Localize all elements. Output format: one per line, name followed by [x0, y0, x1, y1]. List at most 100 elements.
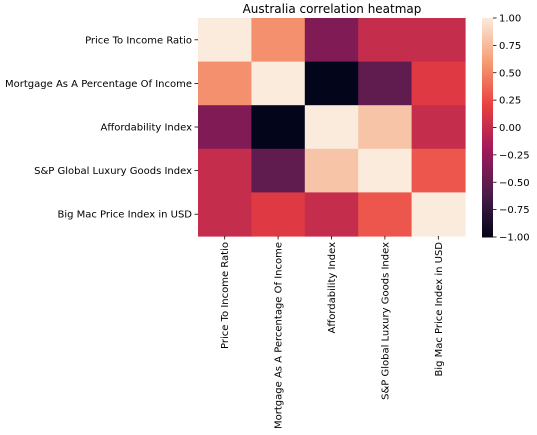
colorbar-segment — [482, 222, 493, 225]
colorbar-tick-label: 1.00 — [499, 14, 521, 25]
heatmap-cell — [411, 192, 466, 237]
colorbar-segment — [482, 154, 493, 158]
colorbar-segment — [482, 131, 493, 134]
colorbar-segment — [482, 153, 493, 156]
colorbar-segment — [482, 80, 493, 83]
colorbar-segment — [482, 204, 493, 207]
heatmap-cell — [198, 18, 252, 63]
column-tick-label: Affordability Index — [327, 242, 338, 334]
heatmap-cell — [251, 148, 306, 193]
colorbar-tick-label: 0.75 — [499, 41, 521, 52]
chart-title: Australia correlation heatmap — [243, 2, 422, 16]
colorbar-segment — [482, 43, 493, 46]
colorbar-segment — [482, 129, 493, 132]
colorbar-segment — [482, 89, 493, 92]
colorbar-segment — [482, 58, 493, 61]
heatmap-cell — [198, 105, 252, 150]
heatmap-cell — [251, 192, 306, 237]
colorbar-segment — [482, 125, 493, 128]
colorbar-segment — [482, 72, 493, 76]
colorbar-tick-label: 0.50 — [499, 68, 521, 79]
colorbar-segment — [482, 28, 493, 32]
colorbar-segment — [482, 94, 493, 97]
colorbar-tick-label: 0.25 — [499, 96, 521, 107]
colorbar-segment — [482, 205, 493, 209]
colorbar-segment — [482, 138, 493, 141]
colorbar-segment — [482, 174, 493, 178]
colorbar-segment — [482, 112, 493, 116]
colorbar-segment — [482, 191, 493, 194]
colorbar-segment — [482, 101, 493, 105]
row-tick-labels: Price To Income Ratio Mortgage As A Perce… — [5, 35, 198, 221]
colorbar-segment — [482, 207, 493, 211]
colorbar-segment — [482, 209, 493, 212]
colorbar-segment — [482, 165, 493, 169]
colorbar-segment — [482, 47, 493, 50]
colorbar-segment — [482, 52, 493, 55]
colorbar-segment — [482, 169, 493, 172]
colorbar-tick-label: 0.00 — [499, 123, 521, 134]
row-tick-label: Mortgage As A Percentage Of Income — [5, 79, 192, 90]
colorbar-segment — [482, 70, 493, 74]
row-tick-label: Affordability Index — [101, 123, 193, 134]
colorbar-segment — [482, 185, 493, 189]
heatmap-cell — [358, 18, 413, 63]
heatmap-cell — [304, 192, 359, 237]
column-tick-label: Mortgage As A Percentage Of Income — [274, 242, 285, 429]
row-tick-label: Price To Income Ratio — [85, 35, 192, 46]
colorbar-segment — [482, 81, 493, 85]
colorbar-segment — [482, 218, 493, 222]
colorbar-segment — [482, 109, 493, 112]
colorbar-segment — [482, 220, 493, 223]
heatmap-cell — [304, 148, 359, 193]
colorbar-segment — [482, 111, 493, 114]
colorbar-segment — [482, 156, 493, 160]
colorbar-segment — [482, 215, 493, 218]
colorbar-segment — [482, 142, 493, 145]
heatmap-cell — [411, 105, 466, 150]
colorbar-segment — [482, 147, 493, 150]
heatmap-cell — [251, 61, 306, 106]
colorbar-segment — [482, 87, 493, 90]
colorbar-segment — [482, 132, 493, 136]
colorbar-segment — [482, 189, 493, 192]
colorbar-segment — [482, 235, 493, 238]
heatmap-cell — [358, 105, 413, 150]
colorbar-segment — [482, 180, 493, 183]
colorbar-tick-label: −0.50 — [499, 178, 530, 189]
colorbar-segment — [482, 91, 493, 94]
colorbar-segment — [482, 231, 493, 234]
colorbar-segment — [482, 41, 493, 45]
colorbar-segment — [482, 176, 493, 180]
colorbar-segment — [482, 195, 493, 198]
heatmap-cell — [411, 18, 466, 63]
column-tick-labels: Price To Income Ratio Mortgage As A Perce… — [220, 236, 445, 429]
colorbar-segment — [482, 167, 493, 170]
colorbar-segment — [482, 21, 493, 24]
colorbar-segment — [482, 226, 493, 229]
colorbar-segment — [482, 54, 493, 57]
colorbar-segment — [482, 39, 493, 43]
heatmap-cell — [304, 18, 359, 63]
colorbar-segment — [482, 45, 493, 48]
colorbar-segment — [482, 120, 493, 123]
colorbar-tick-label: −0.75 — [499, 205, 530, 216]
colorbar-segment — [482, 59, 493, 63]
column-tick-label: Price To Income Ratio — [220, 242, 231, 349]
column-tick-label: S&P Global Luxury Goods Index — [380, 242, 391, 400]
heatmap-cell — [304, 61, 359, 106]
colorbar-segment — [482, 198, 493, 201]
heatmap-cell — [251, 18, 306, 63]
heatmap-cell — [198, 61, 252, 106]
colorbar-segment — [482, 34, 493, 37]
heatmap-cell — [411, 61, 466, 106]
row-tick-label: S&P Global Luxury Goods Index — [34, 166, 192, 177]
colorbar-segment — [482, 83, 493, 87]
colorbar-segment — [482, 114, 493, 118]
colorbar-segment — [482, 173, 493, 176]
colorbar-segment — [482, 38, 493, 41]
colorbar-segment — [482, 160, 493, 163]
colorbar-segment — [482, 224, 493, 227]
colorbar-segment — [482, 143, 493, 147]
colorbar-segment — [482, 182, 493, 185]
